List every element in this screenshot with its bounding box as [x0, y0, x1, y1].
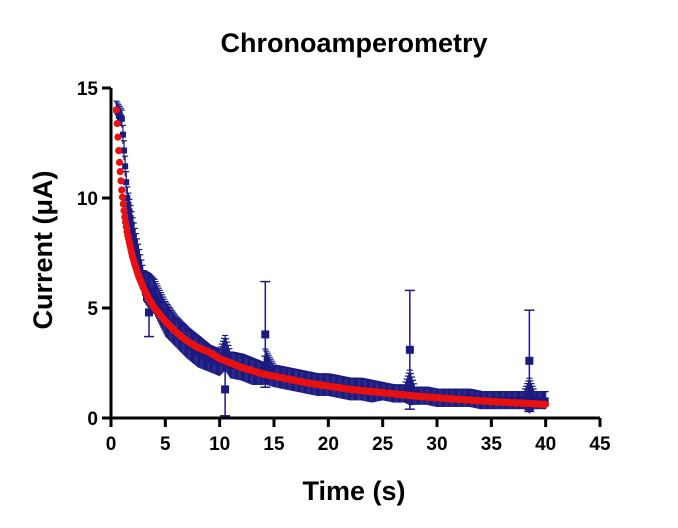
fit-point: [117, 177, 125, 185]
measured-point: [132, 244, 139, 251]
x-tick-label: 0: [106, 434, 117, 455]
y-tick-label: 15: [77, 79, 99, 100]
measured-point: [122, 163, 129, 170]
measured-point: [136, 261, 143, 267]
measured-point: [121, 147, 128, 154]
x-tick-label: 25: [372, 434, 394, 455]
measured-point: [131, 239, 138, 245]
fit-point: [118, 186, 126, 194]
measured-point: [134, 250, 141, 256]
fit-series: [112, 106, 550, 408]
fit-point: [116, 168, 124, 176]
measured-point: [135, 255, 142, 262]
measured-point: [261, 330, 270, 339]
x-tick-label: 15: [263, 434, 285, 455]
measured-series: [113, 107, 549, 404]
plot-area: [112, 100, 550, 417]
fit-point: [119, 200, 127, 208]
y-tick-label: 10: [77, 189, 98, 210]
measured-point: [127, 214, 134, 221]
x-tick-label: 45: [589, 434, 611, 455]
x-tick-label: 5: [160, 434, 171, 455]
measured-point: [125, 201, 132, 208]
x-tick-label: 10: [209, 434, 230, 455]
measured-point: [405, 345, 414, 354]
fit-point: [541, 400, 550, 408]
chart-title: Chronoamperometry: [220, 28, 487, 58]
x-axis-ticks: 0 5 10 15 20 25 30 35 40 45: [106, 418, 611, 455]
measured-point: [119, 131, 126, 138]
x-axis-label: Time (s): [302, 476, 405, 506]
fit-point: [118, 193, 127, 201]
error-bars: [113, 100, 549, 417]
measured-point: [221, 385, 230, 394]
measured-point: [128, 221, 135, 228]
x-tick-label: 35: [481, 434, 503, 455]
measured-point: [542, 397, 549, 404]
measured-point: [137, 266, 144, 273]
measured-point: [118, 115, 125, 122]
measured-point: [126, 208, 133, 215]
fit-point: [113, 119, 121, 128]
measured-point: [124, 195, 131, 201]
fit-point: [114, 133, 122, 141]
y-axis-ticks: 0 5 10 15: [77, 79, 111, 430]
fit-point: [120, 207, 128, 215]
measured-point: [123, 179, 130, 186]
x-tick-label: 30: [426, 434, 447, 455]
measured-point: [130, 233, 137, 240]
y-tick-label: 5: [87, 299, 98, 320]
measured-point: [145, 308, 154, 317]
fit-point: [112, 106, 121, 114]
y-tick-label: 0: [87, 409, 98, 430]
measured-point: [525, 356, 534, 365]
x-tick-label: 40: [535, 434, 556, 455]
x-tick-label: 20: [318, 434, 339, 455]
fit-point: [115, 147, 123, 155]
fit-point: [115, 158, 124, 166]
measured-point: [129, 228, 136, 234]
y-axis-label: Current (μA): [28, 170, 58, 329]
